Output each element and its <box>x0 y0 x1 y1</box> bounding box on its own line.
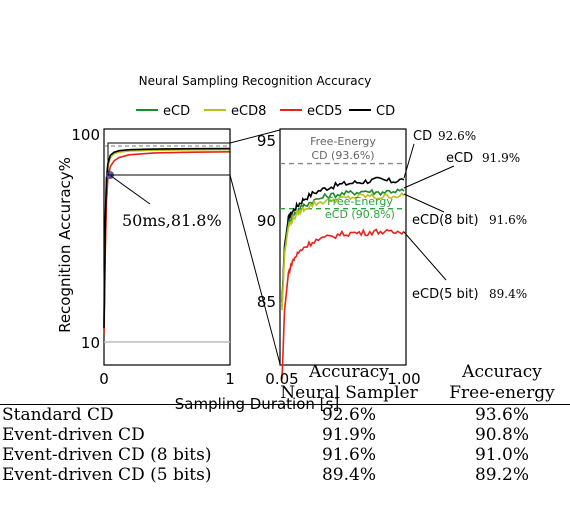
cd-end-name: CD <box>413 129 432 144</box>
header-col1-line2: Neural Sampler <box>280 383 418 403</box>
left-series-ecd <box>103 148 231 331</box>
ecd-leader <box>403 165 455 189</box>
ecd-end-value: 91.9% <box>482 151 520 165</box>
chart-title: Neural Sampling Recognition Accuracy <box>139 74 372 88</box>
header-col2-line2: Free-energy <box>449 383 555 403</box>
annotation-label: 50ms,81.8% <box>122 211 222 230</box>
zoom-plot-frame <box>279 128 407 366</box>
left-xtick-1: 1 <box>225 370 235 388</box>
left-series-ecd5 <box>103 151 231 334</box>
table-cell-free-energy: 90.8% <box>474 425 529 445</box>
ecd8-end-name: eCD(8 bit) <box>412 213 479 228</box>
table-row: Event-driven CD (8 bits) 91.6% 91.0% <box>0 445 570 465</box>
zoom-series-cd <box>281 176 405 303</box>
zoom-series-ecd <box>281 188 405 308</box>
table-cell-neural-sampler: 91.9% <box>321 425 376 445</box>
zoom-ytick-95: 95 <box>257 132 276 150</box>
legend-label-ecd8: eCD8 <box>231 104 266 119</box>
table-cell-free-energy: 91.0% <box>474 445 529 465</box>
header-col2-line1: Accuracy <box>462 362 542 382</box>
legend-label-ecd5: eCD5 <box>307 104 342 119</box>
zoom-connector-top <box>229 129 281 144</box>
table-header-row: Accuracy Neural Sampler Accuracy Free-en… <box>0 362 570 405</box>
table-cell-free-energy: 93.6% <box>434 404 570 425</box>
zoom-connector-bottom <box>229 174 281 365</box>
fe-ecd-label-2: eCD (90.8%) <box>325 208 395 221</box>
table-header-free-energy: Accuracy Free-energy <box>434 362 570 405</box>
table-row: Event-driven CD 91.9% 90.8% <box>0 425 570 445</box>
cd-end-value: 92.6% <box>438 129 476 143</box>
table-header-neural-sampler: Accuracy Neural Sampler <box>264 362 434 405</box>
left-ytick-10: 10 <box>81 334 100 352</box>
legend-label-ecd: eCD <box>163 104 190 119</box>
fe-cd-label-2: CD (93.6%) <box>311 149 374 162</box>
ecd-end-name: eCD <box>446 151 473 166</box>
zoom-reference-lines <box>280 162 406 210</box>
table-row-label: Event-driven CD (5 bits) <box>2 465 212 485</box>
table-cell-neural-sampler: 89.4% <box>321 465 376 485</box>
zoom-region <box>107 142 231 176</box>
left-plot-frame <box>103 128 231 366</box>
y-axis-label: Recognition Accuracy% <box>56 157 74 333</box>
table-cell-free-energy: 89.2% <box>474 465 529 485</box>
table-row-label: Event-driven CD <box>2 425 145 445</box>
left-ytick-100: 100 <box>71 126 100 144</box>
table-cell-neural-sampler: 91.6% <box>321 445 376 465</box>
annotation-arrow <box>110 175 151 205</box>
left-series-ecd8 <box>103 148 231 332</box>
ecd8-leader <box>403 193 445 213</box>
table-row-label: Standard CD <box>0 404 264 425</box>
table-row: Event-driven CD (5 bits) 89.4% 89.2% <box>0 465 570 485</box>
zoom-series-group <box>281 176 405 380</box>
results-table: Accuracy Neural Sampler Accuracy Free-en… <box>0 362 570 485</box>
legend: eCD eCD8 eCD5 CD <box>136 104 395 119</box>
left-series-group <box>103 147 231 334</box>
table-header-empty <box>0 362 264 405</box>
zoom-xtick-start: 0.05 <box>265 370 298 388</box>
table-row-label: Event-driven CD (8 bits) <box>2 445 212 465</box>
zoom-series-ecd5 <box>281 228 405 380</box>
left-series-cd <box>103 147 231 328</box>
table-cell-neural-sampler: 92.6% <box>264 404 434 425</box>
legend-label-cd: CD <box>376 104 395 119</box>
cd-leader <box>403 143 415 179</box>
left-xtick-0: 0 <box>99 370 109 388</box>
zoom-ytick-90: 90 <box>257 212 276 230</box>
fe-ecd-label-1: Free-Energy <box>327 195 393 208</box>
ecd5-end-name: eCD(5 bit) <box>412 287 479 302</box>
table-row: Standard CD 92.6% 93.6% <box>0 404 570 425</box>
ecd5-leader <box>403 231 447 281</box>
ecd8-end-value: 91.6% <box>489 213 527 227</box>
zoom-series-ecd8 <box>281 192 405 311</box>
zoom-ytick-85: 85 <box>257 293 276 311</box>
header-col1-line1: Accuracy <box>309 362 389 382</box>
fe-cd-label-1: Free-Energy <box>310 135 376 148</box>
ecd5-end-value: 89.4% <box>489 287 527 301</box>
zoom-xtick-end: 1.00 <box>387 370 420 388</box>
results-table-wrapper: Accuracy Neural Sampler Accuracy Free-en… <box>0 362 570 510</box>
